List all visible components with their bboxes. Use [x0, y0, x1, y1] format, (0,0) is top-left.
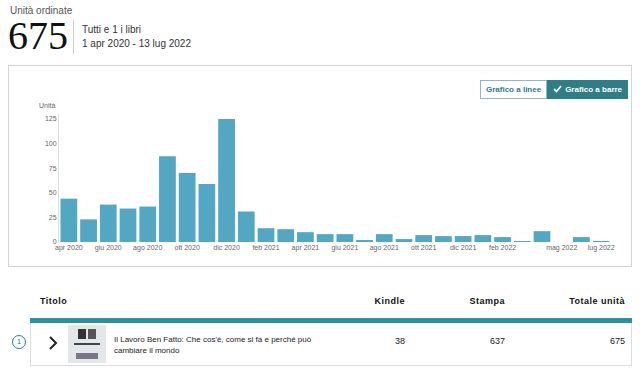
html-text:Unità ordinate: Unità ordinate — [10, 5, 73, 16]
html-text:Tutti e 1 i libri: Tutti e 1 i libri — [82, 24, 142, 35]
svg-text:0: 0 — [53, 238, 57, 245]
html-text:Totale unità: Totale unità — [569, 296, 625, 306]
svg-text:dic 2020: dic 2020 — [213, 244, 240, 251]
html-text:Grafico a barre: Grafico a barre — [565, 85, 623, 94]
svg-text:apr 2021: apr 2021 — [292, 244, 320, 252]
html-text:Titolo: Titolo — [40, 296, 68, 306]
svg-text:Unità: Unità — [39, 102, 55, 109]
svg-text:lug 2022: lug 2022 — [588, 244, 615, 252]
svg-text:25: 25 — [49, 214, 57, 221]
html-text:675: 675 — [8, 13, 68, 58]
svg-text:apr 2020: apr 2020 — [55, 244, 83, 252]
svg-text:75: 75 — [49, 165, 57, 172]
svg-text:feb 2022: feb 2022 — [489, 244, 516, 251]
svg-text:feb 2021: feb 2021 — [252, 244, 279, 251]
html-text:1 apr 2020 - 13 lug 2022: 1 apr 2020 - 13 lug 2022 — [82, 38, 191, 49]
html-text:637: 637 — [490, 336, 505, 346]
svg-text:giu 2021: giu 2021 — [331, 244, 358, 252]
svg-text:ago 2021: ago 2021 — [370, 244, 399, 252]
html-text:675: 675 — [610, 336, 625, 346]
svg-text:ago 2020: ago 2020 — [133, 244, 162, 252]
svg-text:50: 50 — [49, 189, 57, 196]
svg-text:dic 2021: dic 2021 — [450, 244, 477, 251]
html-text:Il Lavoro Ben Fatto: Che cos'è: Il Lavoro Ben Fatto: Che cos'è, come si … — [114, 335, 312, 355]
html-text:Grafico a linee: Grafico a linee — [486, 85, 542, 94]
svg-text:ott 2021: ott 2021 — [411, 244, 436, 251]
svg-text:ott 2020: ott 2020 — [174, 244, 199, 251]
html-text:Kindle: Kindle — [374, 296, 405, 306]
html-text:Stampa: Stampa — [469, 296, 505, 306]
svg-text:mag 2022: mag 2022 — [546, 244, 577, 252]
html-text:1: 1 — [16, 337, 22, 346]
html-text:38: 38 — [395, 336, 405, 346]
svg-text:giu 2020: giu 2020 — [95, 244, 122, 252]
svg-text:125: 125 — [45, 115, 57, 122]
svg-text:100: 100 — [45, 140, 57, 147]
